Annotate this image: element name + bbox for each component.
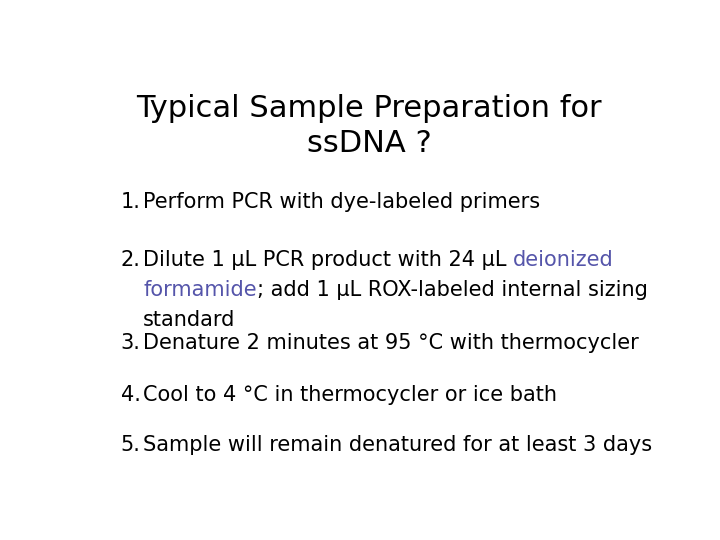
Text: standard: standard: [143, 310, 235, 330]
Text: Perform PCR with dye-labeled primers: Perform PCR with dye-labeled primers: [143, 192, 540, 212]
Text: 3.: 3.: [121, 333, 140, 353]
Text: 2.: 2.: [121, 250, 140, 270]
Text: Cool to 4 °C in thermocycler or ice bath: Cool to 4 °C in thermocycler or ice bath: [143, 385, 557, 405]
Text: 5.: 5.: [121, 435, 140, 455]
Text: Dilute 1 μL PCR product with 24 μL: Dilute 1 μL PCR product with 24 μL: [143, 250, 513, 270]
Text: ; add 1 μL ROX-labeled internal sizing: ; add 1 μL ROX-labeled internal sizing: [256, 280, 647, 300]
Text: formamide: formamide: [143, 280, 256, 300]
Text: Typical Sample Preparation for
ssDNA ?: Typical Sample Preparation for ssDNA ?: [136, 94, 602, 158]
Text: deionized: deionized: [513, 250, 614, 270]
Text: Denature 2 minutes at 95 °C with thermocycler: Denature 2 minutes at 95 °C with thermoc…: [143, 333, 639, 353]
Text: 4.: 4.: [121, 385, 140, 405]
Text: 1.: 1.: [121, 192, 140, 212]
Text: Sample will remain denatured for at least 3 days: Sample will remain denatured for at leas…: [143, 435, 652, 455]
